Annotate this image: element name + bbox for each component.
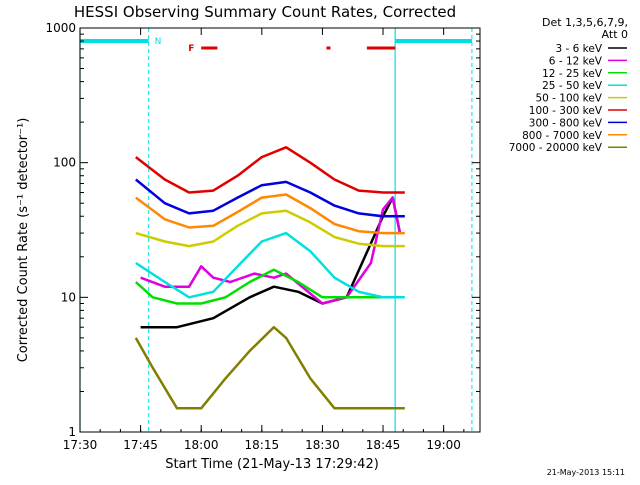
- legend-entry-8: 7000 - 20000 keV: [509, 142, 603, 154]
- legend-entry-4: 50 - 100 keV: [535, 93, 602, 105]
- series-line-6: [135, 178, 405, 218]
- footer-timestamp: 21-May-2013 15:11: [547, 468, 625, 477]
- series-line-3: [135, 231, 405, 299]
- flare-flag-label: F: [188, 44, 194, 54]
- series-line-0: [140, 196, 402, 329]
- x-tick-label-0: 17:30: [63, 438, 98, 452]
- plot-frame: [79, 27, 481, 433]
- series-line-8: [134, 325, 405, 410]
- attenuator-flag-label: N: [155, 37, 162, 47]
- series-line-2: [134, 268, 396, 305]
- x-tick-label-2: 18:00: [184, 438, 219, 452]
- legend-entry-5: 100 - 300 keV: [529, 105, 603, 117]
- legend-entry-2: 12 - 25 keV: [542, 68, 603, 80]
- y-tick-label-3: 1000: [45, 21, 76, 35]
- x-tick-label-6: 19:00: [426, 438, 461, 452]
- y-tick-label-0: 1: [68, 425, 76, 439]
- series-line-5: [135, 146, 405, 194]
- y-tick-label-1: 10: [61, 290, 76, 304]
- chart-title: HESSI Observing Summary Count Rates, Cor…: [74, 3, 456, 21]
- x-tick-label-3: 18:15: [245, 438, 280, 452]
- legend-header-line-2: Att 0: [602, 28, 628, 41]
- legend-entry-3: 25 - 50 keV: [542, 80, 603, 92]
- x-tick-label-4: 18:30: [305, 438, 340, 452]
- y-axis-label: Corrected Count Rate (s⁻¹ detector⁻¹): [16, 118, 31, 363]
- legend-header-line-1: Det 1,3,5,6,7,9,: [542, 16, 628, 29]
- y-tick-label-2: 100: [53, 156, 76, 170]
- x-tick-label-5: 18:45: [366, 438, 401, 452]
- legend-entry-1: 6 - 12 keV: [549, 55, 603, 67]
- series-line-7: [135, 193, 405, 235]
- legend-entry-7: 800 - 7000 keV: [522, 130, 603, 142]
- series-line-1: [140, 196, 402, 305]
- series-line-4: [135, 209, 405, 248]
- x-axis-label: Start Time (21-May-13 17:29:42): [165, 457, 379, 472]
- x-tick-label-1: 17:45: [123, 438, 158, 452]
- legend-entry-6: 300 - 800 keV: [529, 117, 603, 129]
- legend-entry-0: 3 - 6 keV: [555, 43, 602, 55]
